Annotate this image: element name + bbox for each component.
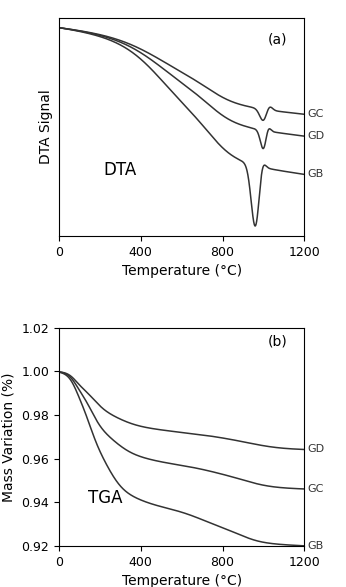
X-axis label: Temperature (°C): Temperature (°C)	[121, 264, 242, 278]
X-axis label: Temperature (°C): Temperature (°C)	[121, 574, 242, 587]
Text: GD: GD	[308, 444, 325, 454]
Text: GB: GB	[308, 170, 324, 180]
Y-axis label: DTA Signal: DTA Signal	[39, 89, 53, 164]
Text: DTA: DTA	[103, 161, 136, 180]
Text: (a): (a)	[268, 33, 287, 47]
Text: GD: GD	[308, 131, 325, 141]
Text: (b): (b)	[268, 334, 288, 348]
Text: GC: GC	[308, 484, 324, 494]
Text: GB: GB	[308, 541, 324, 551]
Y-axis label: Mass Variation (%): Mass Variation (%)	[2, 372, 16, 501]
Text: GC: GC	[308, 109, 324, 119]
Text: TGA: TGA	[88, 489, 123, 507]
